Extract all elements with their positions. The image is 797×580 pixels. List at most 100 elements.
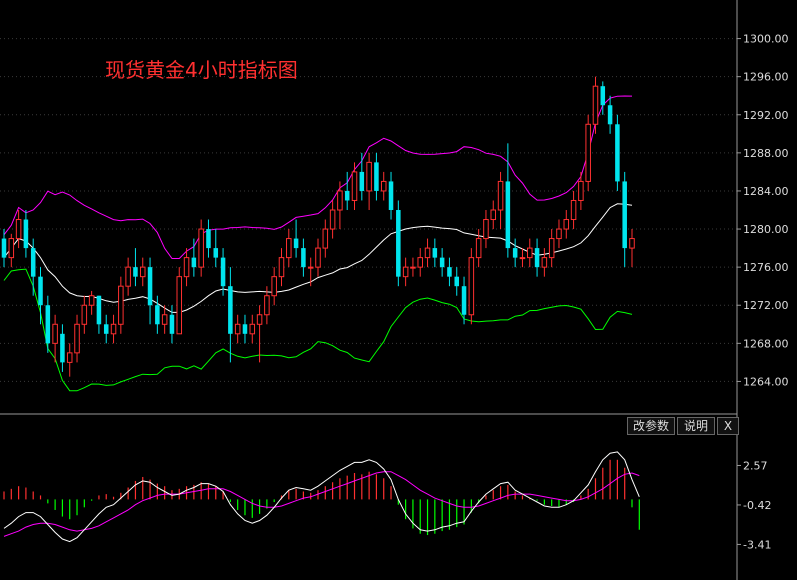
candle-body-up [161,314,168,325]
candle-body-down [220,257,226,287]
candle-body-down [206,229,211,249]
chart-title: 现货黄金4小时指标图 [105,58,298,82]
candle-body-up [315,247,321,268]
y-tick-label: 1268.00 [743,337,789,350]
candle-body-down [191,257,197,268]
candle-body-up [15,219,22,240]
candle-body-up [519,257,526,260]
candle-body-up [424,247,431,259]
candle-body-down [622,181,627,249]
candle-body-up [337,190,343,211]
y-tick-label: -0.42 [743,499,771,512]
candle-body-up [139,266,146,278]
y-tick-label: 1288.00 [743,147,789,160]
candle-body-down [461,286,467,315]
candle-body-up [585,123,591,182]
candle-body-down [615,124,620,182]
candle-body-up [278,257,285,278]
y-tick-label: -3.41 [743,538,771,551]
candle-body-up [198,228,204,268]
candle-body-down [512,248,518,258]
candle-body-down [447,267,452,277]
candle-body-down [439,257,445,268]
candle-body-up [410,266,416,269]
candle-body-up [329,209,336,230]
candle-body-down [454,276,460,287]
candle-body-down [242,324,248,334]
y-tick-label: 1284.00 [743,185,789,198]
candle-body-down [293,238,299,249]
macd-dif-line [3,451,640,543]
candle-body-down [38,276,43,306]
params-button[interactable]: 改参数 [627,417,675,435]
candle-body-up [125,266,131,287]
upper-band-line [3,95,633,259]
candle-body-up [118,285,124,325]
candle-body-up [402,266,409,278]
lower-band-line [3,268,633,392]
y-tick-label: 1300.00 [743,33,789,46]
candle-body-down [60,333,65,363]
y-tick-label: 1272.00 [743,299,789,312]
candle-body-down [388,181,394,210]
macd-lines [3,451,640,543]
candle-body-down [228,286,233,334]
candle-body-down [344,190,350,201]
candle-body-down [374,162,379,191]
candle-body-up [351,171,358,201]
main-y-axis: 1300.00 1296.00 1292.00 1288.00 1284.00 1280.… [737,33,789,388]
candlestick-series [1,76,635,377]
candle-body-up [380,180,387,192]
candle-body-up [8,238,15,259]
y-tick-label: 1292.00 [743,109,789,122]
candle-body-up [271,276,277,297]
candle-body-up [81,304,88,325]
candle-body-up [264,295,270,316]
y-tick-label: 2.57 [743,459,768,472]
candle-body-up [74,323,80,354]
candle-body-up [183,257,190,278]
candle-body-up [556,228,562,240]
candle-body-up [176,276,183,335]
candle-body-down [534,248,540,268]
candle-body-up [570,199,577,221]
candle-body-down [155,305,160,325]
candle-body-up [52,323,58,344]
close-button[interactable]: X [717,417,739,435]
y-tick-label: 1296.00 [743,71,789,84]
candle-body-down [213,248,219,258]
candle-body-up [475,238,482,259]
candle-body-up [497,180,504,211]
candle-body-down [96,295,102,325]
macd-histogram [3,459,640,536]
candle-body-up [527,247,533,259]
candle-body-up [490,209,497,221]
candle-body-down [396,210,401,277]
candle-body-up [541,257,548,268]
candle-body-up [483,219,489,240]
candle-body-down [169,314,175,334]
candle-body-down [133,267,138,277]
candle-body-up [286,238,292,259]
candle-body-down [359,171,365,191]
candle-body-up [578,180,584,201]
candle-body-down [1,238,7,258]
candle-body-up [563,219,570,230]
help-button[interactable]: 说明 [677,417,715,435]
y-tick-label: 1280.00 [743,223,789,236]
candle-body-up [234,323,241,335]
candle-body-up [256,314,263,325]
candle-body-up [110,323,117,335]
candle-body-up [307,266,314,269]
candle-body-down [103,324,109,334]
candle-body-down [147,267,153,306]
candle-body-up [366,161,372,192]
candle-body-down [23,219,29,249]
y-tick-label: 1276.00 [743,261,789,274]
candle-body-down [505,181,511,249]
candle-body-up [417,257,423,268]
candle-body-up [66,352,73,363]
candle-body-up [629,238,635,249]
